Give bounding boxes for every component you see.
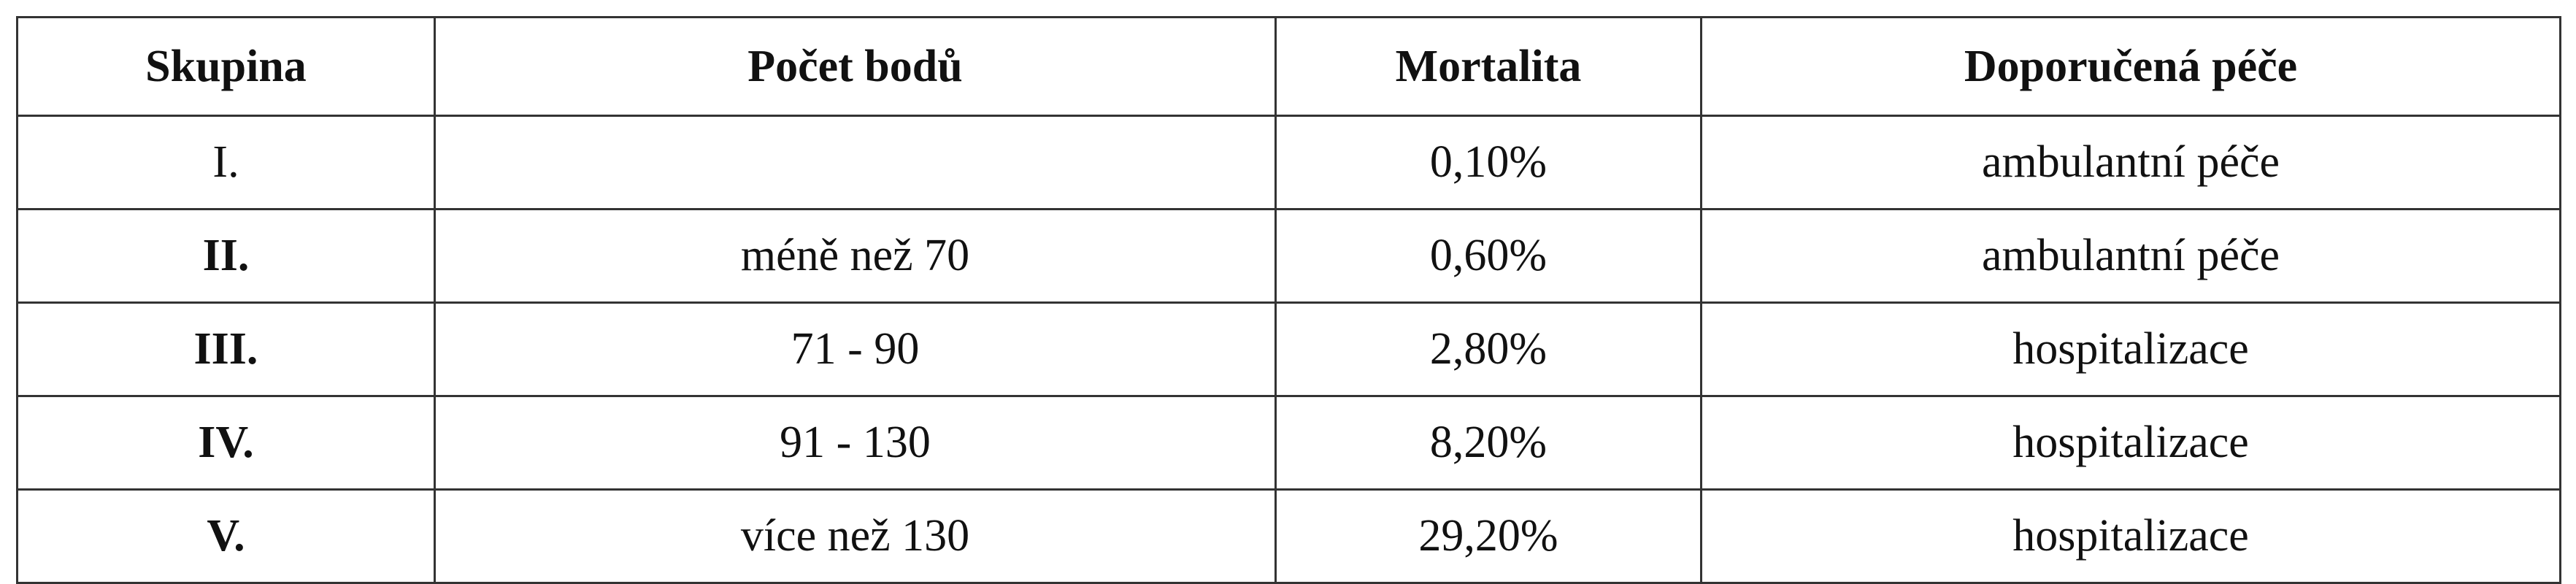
- table-row: I. 0,10% ambulantní péče: [16, 115, 2561, 210]
- table-cell: 0,60%: [1274, 208, 1702, 304]
- table-cell: ambulantní péče: [1700, 208, 2561, 304]
- table-cell: ambulantní péče: [1700, 115, 2561, 210]
- table-cell: více než 130: [434, 488, 1277, 584]
- header-cell: Doporučená péče: [1700, 16, 2561, 117]
- header-cell: Skupina: [16, 16, 436, 117]
- table-cell: 8,20%: [1274, 395, 1702, 491]
- table-cell: 0,10%: [1274, 115, 1702, 210]
- table-cell: III.: [16, 301, 436, 397]
- table-cell: IV.: [16, 395, 436, 491]
- table-cell: [434, 115, 1277, 210]
- table-row: III. 71 - 90 2,80% hospitalizace: [16, 301, 2561, 397]
- table-cell: 71 - 90: [434, 301, 1277, 397]
- table-row: V. více než 130 29,20% hospitalizace: [16, 488, 2561, 584]
- table-body: I. 0,10% ambulantní péče II. méně než 70 0,60…: [16, 115, 2561, 584]
- table-cell: hospitalizace: [1700, 488, 2561, 584]
- table-cell: 91 - 130: [434, 395, 1277, 491]
- table-cell: V.: [16, 488, 436, 584]
- table-row: II. méně než 70 0,60% ambulantní péče: [16, 208, 2561, 304]
- header-cell: Počet bodů: [434, 16, 1277, 117]
- table-cell: hospitalizace: [1700, 395, 2561, 491]
- table-row: IV. 91 - 130 8,20% hospitalizace: [16, 395, 2561, 491]
- table-cell: méně než 70: [434, 208, 1277, 304]
- table: Skupina Počet bodů Mortalita Doporučená péč…: [16, 16, 2561, 584]
- table-cell: 2,80%: [1274, 301, 1702, 397]
- header-row: Skupina Počet bodů Mortalita Doporučená péč…: [16, 16, 2561, 117]
- table-cell: I.: [16, 115, 436, 210]
- header-cell: Mortalita: [1274, 16, 1702, 117]
- table-cell: hospitalizace: [1700, 301, 2561, 397]
- table-cell: 29,20%: [1274, 488, 1702, 584]
- table-cell: II.: [16, 208, 436, 304]
